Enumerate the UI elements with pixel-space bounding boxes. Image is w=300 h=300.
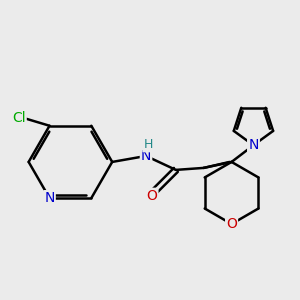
Text: N: N [141, 149, 151, 163]
Text: O: O [147, 189, 158, 203]
Text: O: O [226, 217, 237, 231]
Text: Cl: Cl [12, 111, 26, 125]
Text: N: N [44, 191, 55, 205]
Text: H: H [143, 138, 153, 151]
Text: N: N [248, 138, 259, 152]
Text: N: N [248, 138, 259, 152]
